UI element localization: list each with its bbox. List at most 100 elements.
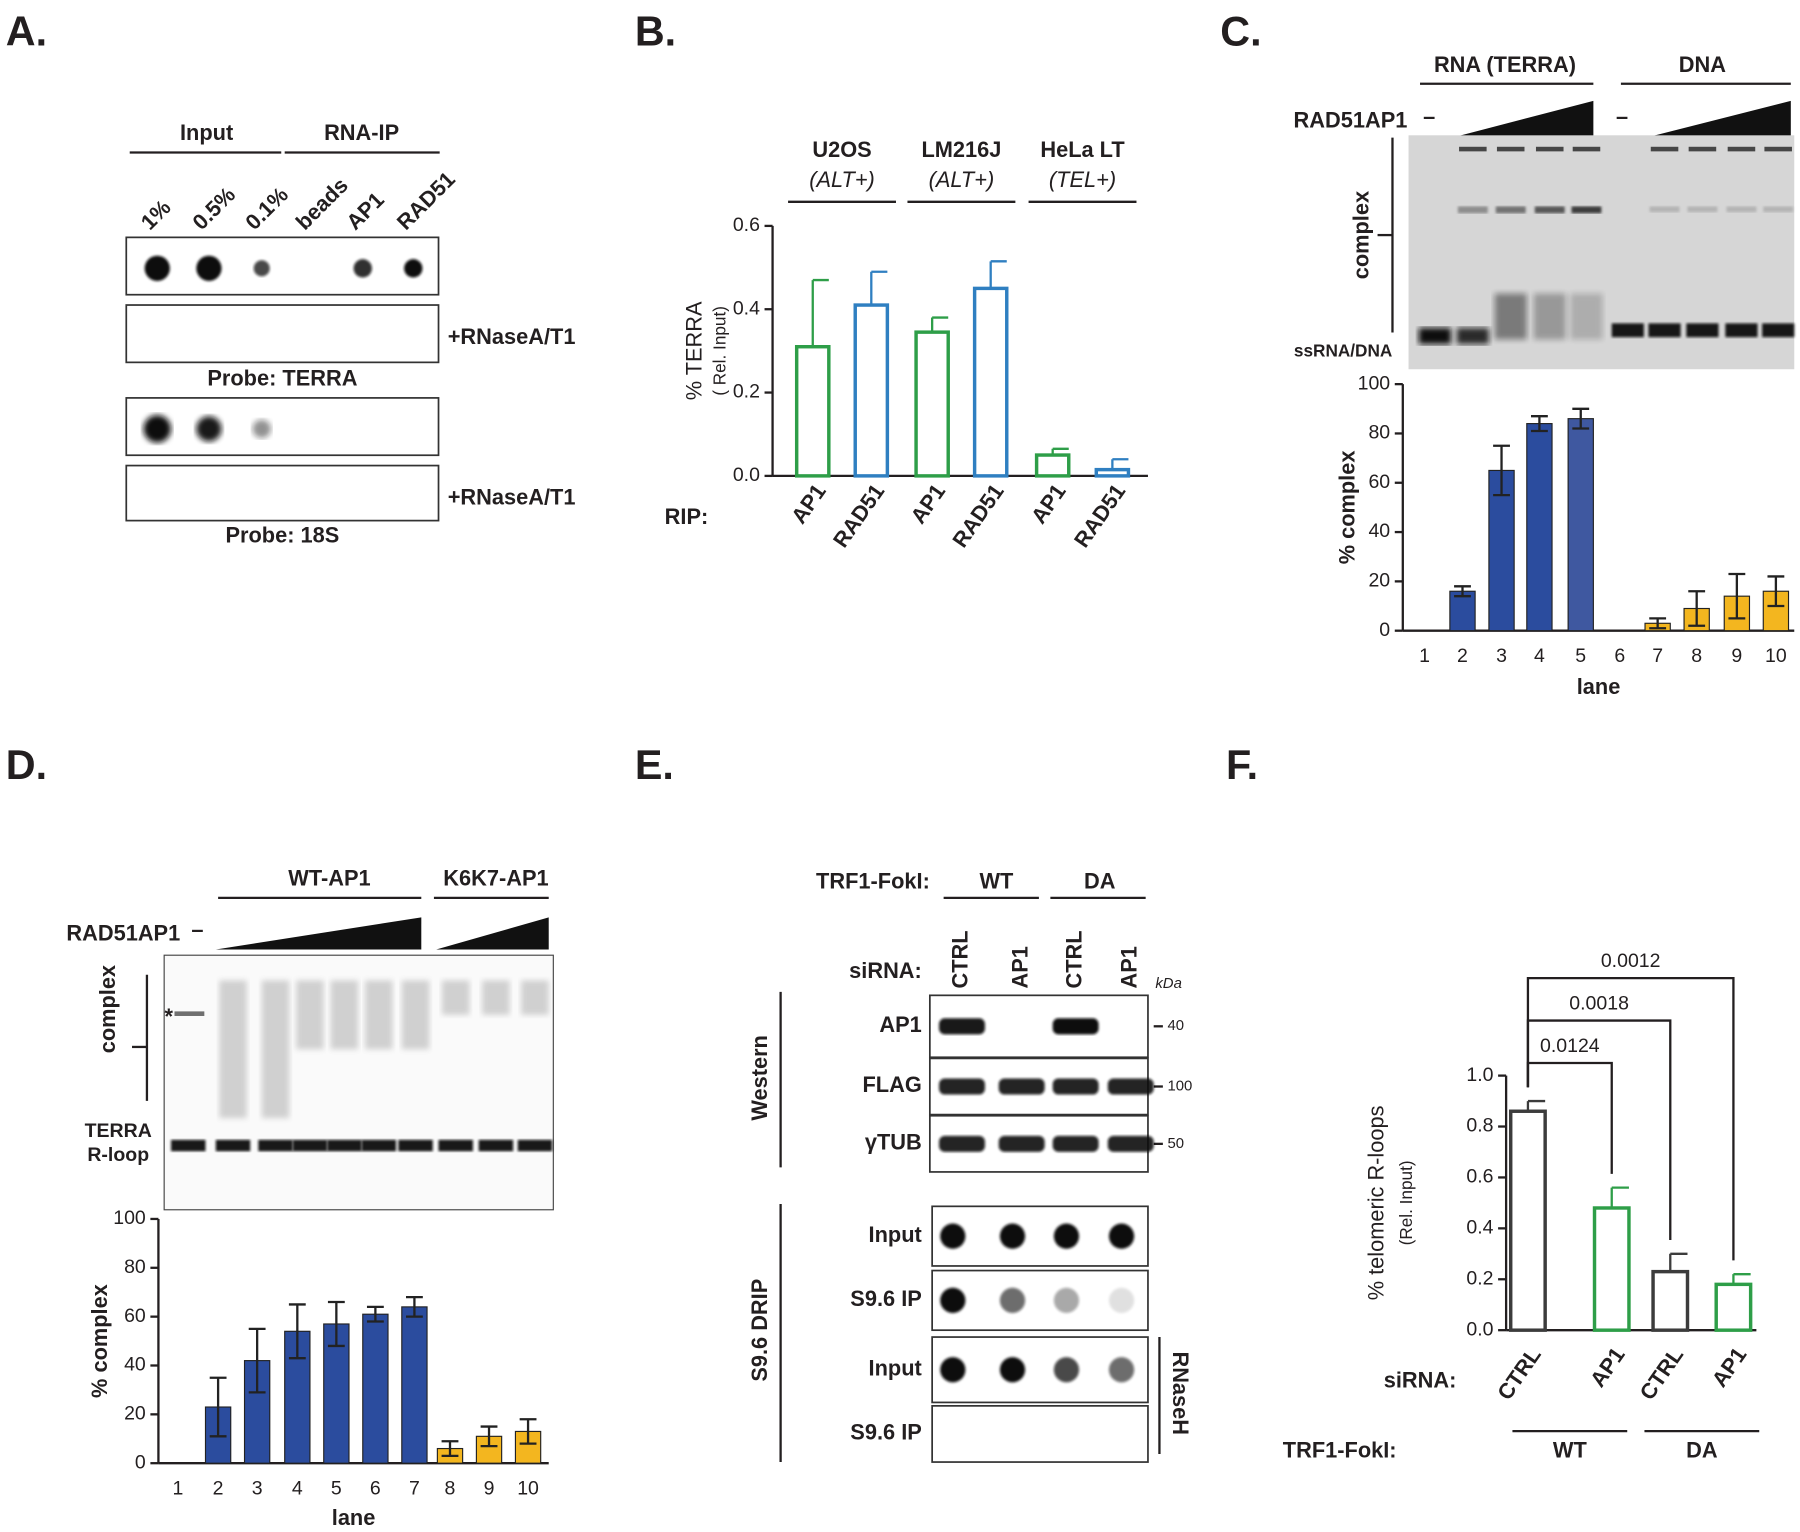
dot-signal bbox=[940, 1357, 966, 1383]
gel-band bbox=[327, 1139, 362, 1152]
lane-label: 0.5% bbox=[187, 182, 240, 235]
gel-smear bbox=[482, 980, 510, 1015]
gel-band bbox=[1418, 327, 1452, 345]
sirna: CTRL bbox=[948, 930, 973, 988]
error-bar bbox=[1526, 1099, 1546, 1112]
panel-label: B. bbox=[635, 8, 676, 54]
gel-band bbox=[361, 1139, 397, 1152]
lane-label: 0.1% bbox=[240, 182, 293, 235]
group-label: K6K7-AP1 bbox=[443, 865, 548, 890]
panel-label: D. bbox=[6, 742, 47, 788]
gel-well bbox=[1764, 146, 1792, 152]
titration-wedge bbox=[436, 917, 549, 950]
sirna: CTRL bbox=[1061, 930, 1086, 988]
x-prefix: RIP: bbox=[665, 504, 709, 529]
x-tick-label: RAD51 bbox=[1069, 479, 1130, 552]
dot-signal bbox=[1108, 1223, 1135, 1249]
western-band bbox=[939, 1018, 985, 1035]
error-bar bbox=[288, 1303, 306, 1360]
gel-band bbox=[215, 1139, 251, 1152]
gel-band bbox=[171, 1139, 206, 1152]
dot-signal bbox=[999, 1223, 1026, 1249]
western-label: Western bbox=[747, 1035, 772, 1121]
bar bbox=[972, 286, 1009, 478]
gel-smear bbox=[521, 980, 549, 1015]
x-tick-label: 10 bbox=[517, 1478, 539, 1500]
bar bbox=[914, 330, 950, 478]
y-tick-label: 0.2 bbox=[1466, 1267, 1493, 1289]
probe-label: Probe: 18S bbox=[225, 522, 339, 547]
error-bar bbox=[441, 1440, 459, 1458]
y-axis-label: % complex bbox=[87, 1284, 112, 1398]
error-bar bbox=[1111, 458, 1129, 470]
kda-marker: 40 bbox=[1167, 1018, 1184, 1034]
x-tick-label: CTRL bbox=[1492, 1343, 1546, 1405]
group-label: WT bbox=[1553, 1437, 1588, 1462]
x-tick-label: 3 bbox=[1496, 645, 1507, 667]
gel-band bbox=[292, 1139, 328, 1152]
western-row-label: AP1 bbox=[879, 1012, 921, 1037]
drip-row-label: S9.6 IP bbox=[850, 1286, 921, 1311]
x-tick-label: 2 bbox=[1457, 645, 1468, 667]
group-subtitle: (ALT+) bbox=[929, 167, 995, 192]
blot-frame bbox=[931, 1405, 1149, 1463]
gel-smear bbox=[219, 980, 247, 1119]
y-tick-label: 0.6 bbox=[1466, 1166, 1493, 1188]
group-label: Input bbox=[180, 120, 233, 145]
error-bar bbox=[1688, 590, 1706, 627]
dot-signal bbox=[999, 1287, 1026, 1313]
blot-frame bbox=[125, 397, 440, 457]
error-bar bbox=[811, 278, 829, 347]
drip-row-label: Input bbox=[869, 1222, 922, 1247]
x-tick-label: 6 bbox=[1614, 645, 1625, 667]
drip-label: S9.6 DRIP bbox=[747, 1279, 772, 1382]
complex-label: complex bbox=[95, 965, 120, 1053]
x-tick-label: 9 bbox=[484, 1478, 495, 1500]
bar bbox=[853, 303, 890, 478]
gel-band bbox=[1611, 323, 1644, 338]
y-axis-label: % TERRA bbox=[681, 301, 706, 400]
bar bbox=[401, 1306, 428, 1464]
group-prefix: TRF1-FokI: bbox=[1283, 1437, 1397, 1462]
x-axis-label: lane bbox=[332, 1505, 376, 1530]
bar bbox=[794, 345, 831, 478]
error-bar bbox=[1610, 1186, 1629, 1208]
dot-signal bbox=[1108, 1357, 1135, 1383]
y-tick-label: 1.0 bbox=[1466, 1064, 1493, 1086]
x-prefix: siRNA: bbox=[1384, 1368, 1457, 1393]
drip-row-label: Input bbox=[869, 1355, 922, 1380]
x-tick-label: RAD51 bbox=[947, 479, 1008, 552]
y-tick-label: 0.0 bbox=[1466, 1318, 1493, 1340]
x-tick-label: 10 bbox=[1765, 645, 1787, 667]
titration-wedge bbox=[1646, 100, 1791, 138]
bar bbox=[1651, 1269, 1690, 1332]
x-tick-label: 1 bbox=[173, 1478, 184, 1500]
gel-band bbox=[438, 1139, 473, 1152]
minus-label: – bbox=[1423, 104, 1435, 129]
error-bar bbox=[1454, 585, 1471, 598]
y-tick-label: 40 bbox=[1368, 520, 1390, 542]
gel-band bbox=[1495, 206, 1526, 214]
dot-signal bbox=[999, 1357, 1026, 1383]
western-band bbox=[1107, 1078, 1154, 1095]
dot-signal bbox=[144, 255, 170, 281]
y-tick-label: 0.4 bbox=[1466, 1217, 1493, 1239]
complex-label: complex bbox=[1348, 191, 1373, 279]
free-label: TERRA bbox=[85, 1120, 152, 1142]
gel-band bbox=[1686, 323, 1719, 338]
gel-band bbox=[1725, 323, 1758, 338]
gel-band bbox=[1456, 327, 1489, 345]
western-band bbox=[939, 1078, 985, 1095]
western-band bbox=[939, 1135, 985, 1152]
gel-smear bbox=[330, 980, 359, 1050]
p-value: 0.0018 bbox=[1569, 993, 1629, 1015]
group-subtitle: (ALT+) bbox=[809, 167, 875, 192]
y-tick-label: 60 bbox=[1368, 471, 1390, 493]
y-tick-label: 0.6 bbox=[733, 214, 760, 236]
x-tick-label: RAD51 bbox=[828, 479, 889, 552]
x-tick-label: CTRL bbox=[1634, 1343, 1688, 1405]
dot-signal bbox=[196, 416, 222, 442]
gel-band bbox=[1762, 323, 1795, 338]
group-label: WT-AP1 bbox=[288, 865, 370, 890]
